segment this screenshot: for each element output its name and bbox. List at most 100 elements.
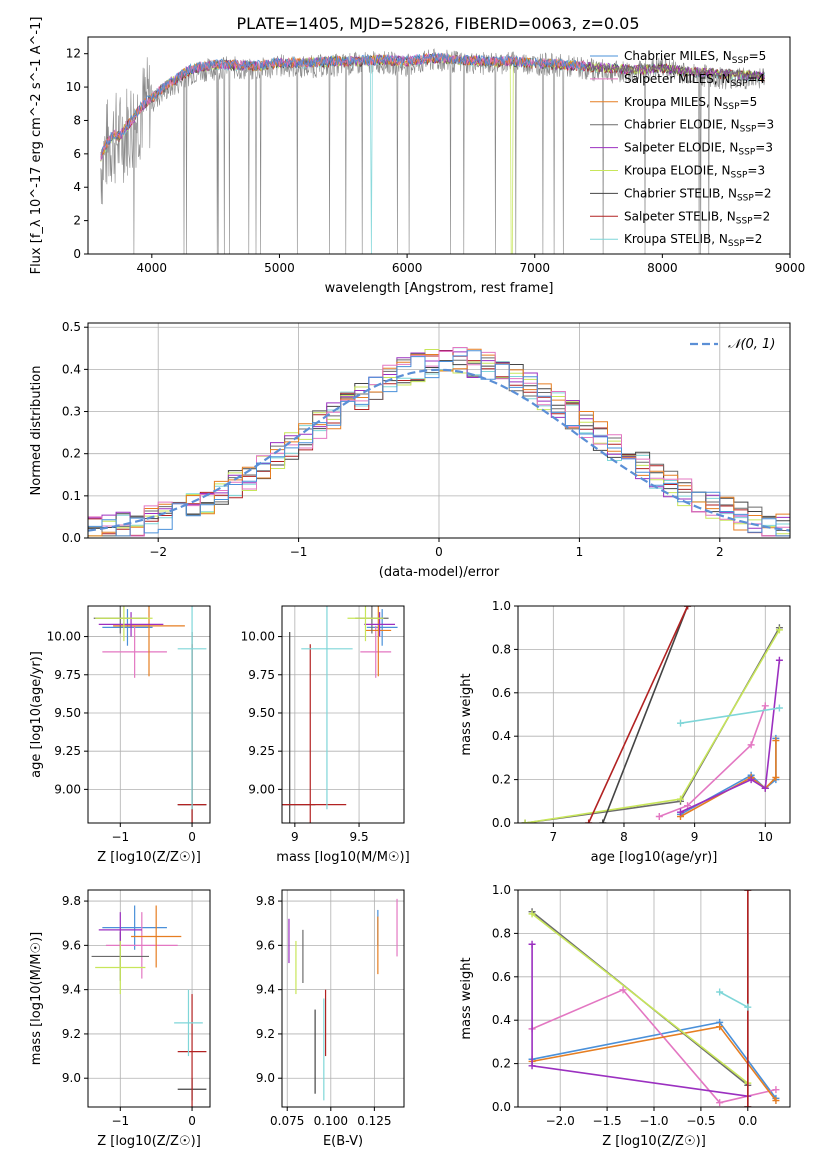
series-salpeter_elodie — [680, 660, 781, 813]
mass_vs_ebv-frame — [281, 889, 405, 1108]
mass_weight_vs_Z-xtick-label: −1.5 — [593, 1114, 622, 1128]
mass_weight_vs_age-xtick-label: 8 — [620, 830, 628, 844]
residuals-ytick-label: 0.5 — [62, 320, 81, 334]
mass_weight_vs_Z-series — [528, 890, 780, 1107]
mass_weight_vs_age-frame — [517, 605, 791, 824]
mass_weight_vs_age-ytick-label: 0.4 — [492, 729, 511, 743]
legend-entry: Kroupa STELIB, NSSP=2 — [624, 232, 762, 249]
mass_vs_ebv-ytick-label: 9.4 — [256, 983, 275, 997]
mass_weight_vs_age-ytick-label: 0.8 — [492, 642, 511, 656]
mass_weight_vs_Z-ytick-label: 1.0 — [492, 883, 511, 897]
spectrum-xtick-label: 7000 — [519, 261, 550, 275]
legend-entry: Salpeter STELIB, NSSP=2 — [624, 209, 770, 226]
mass_vs_Z-axes: −1 0 9.0 9.2 9.4 9.6 9.8 Z [log10(Z/Z☉)] mass [l… — [29, 890, 210, 1149]
mass_vs_ebv-ytick-label: 9.2 — [256, 1027, 275, 1041]
series-kroupa_stelib — [719, 991, 749, 1008]
residuals-xtick-label: −1 — [290, 545, 308, 559]
spectrum-lines — [100, 48, 765, 254]
age_vs_Z-xlabel: Z [log10(Z/Z☉)] — [97, 850, 201, 865]
residuals-ytick-label: 0.2 — [62, 447, 81, 461]
marker-kroupa_stelib — [676, 719, 684, 727]
residuals-xtick-label: 0 — [435, 545, 443, 559]
spectrum-ytick-label: 0 — [73, 247, 81, 261]
series-salpeter_miles — [659, 705, 767, 818]
marker-kroupa_miles — [716, 1023, 724, 1031]
legend-entry: Chabrier STELIB, NSSP=2 — [624, 186, 772, 203]
age_vs_mass-ytick-label: 9.75 — [248, 668, 275, 682]
mass_weight_vs_age-ytick-label: 0.0 — [492, 816, 511, 830]
spectrum-ylabel: Flux [f_λ 10^-17 erg cm^-2 s^-1 A^-1] — [29, 17, 44, 275]
age_vs_mass-ytick-label: 10.00 — [241, 630, 275, 644]
series-kroupa_stelib — [680, 707, 780, 724]
age_vs_mass-xlabel: mass [log10(M/M☉)] — [276, 850, 409, 865]
mass_weight_vs_Z-ytick-label: 0.6 — [492, 970, 511, 984]
marker-chabrier_stelib — [599, 819, 607, 823]
legend-entry: Kroupa ELODIE, NSSP=3 — [624, 164, 765, 181]
mass_weight_vs_Z-frame — [517, 889, 791, 1108]
residuals-frame — [87, 322, 791, 539]
marker-salpeter_elodie — [528, 940, 536, 948]
legend-entry: Salpeter ELODIE, NSSP=3 — [624, 141, 773, 158]
spectrum-xtick-label: 4000 — [137, 261, 168, 275]
mass_weight_vs_Z-xtick-label: −0.5 — [686, 1114, 715, 1128]
marker-salpeter_miles — [619, 986, 627, 994]
marker-kroupa_elodie — [528, 910, 536, 918]
mass_weight_vs_Z-ytick-label: 0.8 — [492, 926, 511, 940]
age_vs_Z-xtick-label: −1 — [111, 830, 129, 844]
series-chabrier_stelib — [602, 606, 689, 823]
residuals-xtick-label: −2 — [149, 545, 167, 559]
model-salpeter_miles — [100, 52, 587, 161]
age_vs_mass-xtick-label: 9.5 — [350, 830, 369, 844]
mass_vs_ebv-ytick-label: 9.0 — [256, 1071, 275, 1085]
marker-kroupa_elodie — [775, 626, 783, 634]
mass_vs_Z-points — [91, 905, 207, 1107]
mass_vs_ebv-xlabel: E(B-V) — [323, 1134, 363, 1149]
mass_weight_vs_age-xlabel: age [log10(age/yr)] — [591, 850, 718, 865]
gaussian-curve — [88, 368, 790, 532]
residuals-ytick-label: 0.4 — [62, 362, 81, 376]
residuals-xtick-label: 2 — [716, 545, 724, 559]
spectrum-legend: Chabrier MILES, NSSP=5 Salpeter MILES, NS… — [590, 49, 774, 249]
mass_vs_ebv-ytick-label: 9.8 — [256, 894, 275, 908]
marker-salpeter_miles — [747, 741, 755, 749]
mass_vs_ebv-points — [288, 898, 398, 1101]
mass_vs_Z-ytick-label: 9.6 — [62, 938, 81, 952]
age_vs_mass-xtick-label: 9 — [291, 830, 299, 844]
mass_weight_vs_Z-ytick-label: 0.0 — [492, 1100, 511, 1114]
residuals-xlabel: (data-model)/error — [379, 565, 500, 580]
mass_weight_vs_Z-xtick-label: −1.0 — [639, 1114, 668, 1128]
age_vs_Z-ytick-label: 9.50 — [54, 706, 81, 720]
residuals-xtick-label: 1 — [576, 545, 584, 559]
age_vs_Z-ytick-label: 9.00 — [54, 782, 81, 796]
age_vs_Z-ylabel: age [log10(age/yr)] — [29, 651, 44, 778]
age_vs_mass-points — [282, 606, 398, 823]
spectrum-xtick-label: 5000 — [264, 261, 295, 275]
mass_weight_vs_age-ytick-label: 0.6 — [492, 686, 511, 700]
marker-salpeter_miles — [716, 1099, 724, 1107]
mass_weight_vs_age-ytick-label: 1.0 — [492, 599, 511, 613]
age_vs_Z-ytick-label: 10.00 — [47, 630, 81, 644]
age_vs_mass-ytick-label: 9.00 — [248, 782, 275, 796]
mass_weight_vs_age-ylabel: mass weight — [459, 673, 474, 755]
mass_weight_vs_Z-ytick-label: 0.2 — [492, 1057, 511, 1071]
age_vs_Z-ytick-label: 9.75 — [54, 668, 81, 682]
mass_vs_Z-ytick-label: 9.8 — [62, 894, 81, 908]
marker-salpeter_stelib — [744, 890, 752, 894]
mass_weight_vs_age-xtick-label: 9 — [691, 830, 699, 844]
mass_weight_vs_age-ytick-label: 0.2 — [492, 773, 511, 787]
marker-kroupa_elodie — [676, 795, 684, 803]
age_vs_Z-xtick-label: 0 — [188, 830, 196, 844]
mass_vs_Z-xtick-label: −1 — [111, 1114, 129, 1128]
mass_weight_vs_Z-xlabel: Z [log10(Z/Z☉)] — [602, 1134, 706, 1149]
residuals-ytick-label: 0.0 — [62, 531, 81, 545]
residuals-ylabel: Normed distribution — [29, 366, 44, 496]
mass_vs_Z-ytick-label: 9.0 — [62, 1071, 81, 1085]
spectrum-ytick-label: 2 — [73, 214, 81, 228]
figure-title: PLATE=1405, MJD=52826, FIBERID=0063, z=0… — [236, 14, 639, 33]
mass_vs_Z-ytick-label: 9.2 — [62, 1027, 81, 1041]
age_vs_mass-ytick-label: 9.50 — [248, 706, 275, 720]
spectrum-xtick-label: 8000 — [647, 261, 678, 275]
marker-salpeter_miles — [655, 812, 663, 820]
age_vs_Z-ytick-label: 9.25 — [54, 744, 81, 758]
mass_weight_vs_Z-ylabel: mass weight — [459, 957, 474, 1039]
